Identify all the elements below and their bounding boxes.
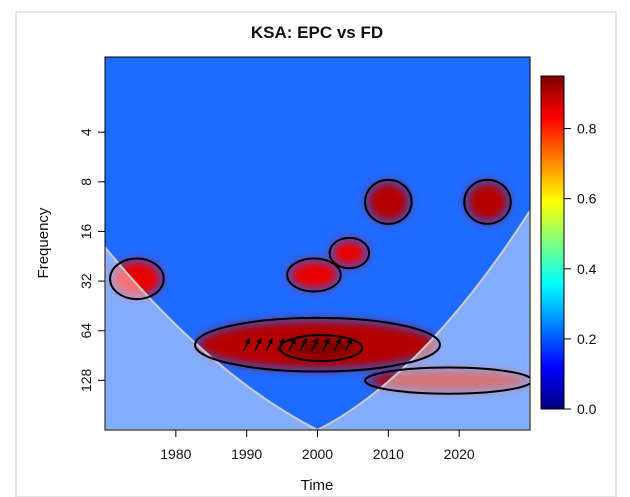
y-tick-label: 128 bbox=[78, 368, 94, 392]
coherence-region-3 bbox=[289, 260, 339, 290]
colorbar bbox=[540, 75, 565, 410]
coherence-region-8 bbox=[367, 369, 530, 392]
y-tick-label: 16 bbox=[78, 223, 94, 239]
colorbar-tick-label: 0.4 bbox=[577, 261, 597, 277]
y-tick-label: 4 bbox=[78, 128, 94, 136]
colorbar-tick-label: 0.0 bbox=[577, 401, 597, 417]
colorbar-tick-label: 0.8 bbox=[577, 121, 597, 137]
chart-title: KSA: EPC vs FD bbox=[251, 23, 383, 42]
phase-arrow bbox=[310, 337, 319, 352]
contour-8 bbox=[364, 366, 530, 395]
x-tick-label: 1980 bbox=[160, 446, 191, 462]
y-axis: 4 8 16 32 64 128 bbox=[78, 128, 105, 392]
contour-4 bbox=[328, 236, 371, 270]
coherence-region-6 bbox=[367, 181, 410, 222]
x-tick-label: 2000 bbox=[302, 446, 333, 462]
cone-of-influence bbox=[105, 209, 530, 430]
coherence-region-7 bbox=[466, 181, 509, 222]
phase-arrow bbox=[344, 337, 353, 352]
contour-5 bbox=[109, 257, 165, 301]
phase-arrows bbox=[242, 337, 353, 352]
phase-arrow bbox=[254, 337, 262, 352]
contour-1 bbox=[194, 316, 441, 373]
significance-contours bbox=[109, 178, 530, 395]
y-tick-label: 32 bbox=[78, 273, 94, 289]
x-axis-label: Time bbox=[301, 477, 334, 494]
colorbar-tick-label: 0.2 bbox=[577, 331, 597, 347]
contour-3 bbox=[286, 257, 342, 293]
contour-7 bbox=[463, 178, 512, 225]
colorbar-ticks: 0.0 0.2 0.4 0.6 0.8 bbox=[564, 121, 597, 417]
phase-arrow bbox=[333, 337, 342, 352]
plot-area bbox=[105, 57, 530, 430]
y-tick-label: 64 bbox=[78, 323, 94, 339]
colorbar-tick-label: 0.6 bbox=[577, 191, 597, 207]
x-tick-label: 2010 bbox=[373, 446, 404, 462]
phase-arrow bbox=[322, 337, 330, 352]
phase-arrow bbox=[242, 337, 251, 352]
contour-2 bbox=[279, 334, 363, 363]
x-tick-label: 1990 bbox=[231, 446, 262, 462]
figure-border bbox=[15, 11, 617, 497]
y-tick-label: 8 bbox=[78, 178, 94, 186]
contour-6 bbox=[364, 178, 413, 225]
phase-arrow bbox=[288, 337, 296, 352]
phase-arrow bbox=[276, 337, 285, 352]
x-axis: 1980 1990 2000 2010 2020 bbox=[160, 430, 475, 462]
x-tick-label: 2020 bbox=[444, 446, 475, 462]
phase-arrow bbox=[299, 337, 308, 352]
phase-arrow bbox=[265, 337, 274, 352]
y-axis-label: Frequency bbox=[35, 207, 52, 278]
coherence-region-4 bbox=[331, 239, 368, 267]
